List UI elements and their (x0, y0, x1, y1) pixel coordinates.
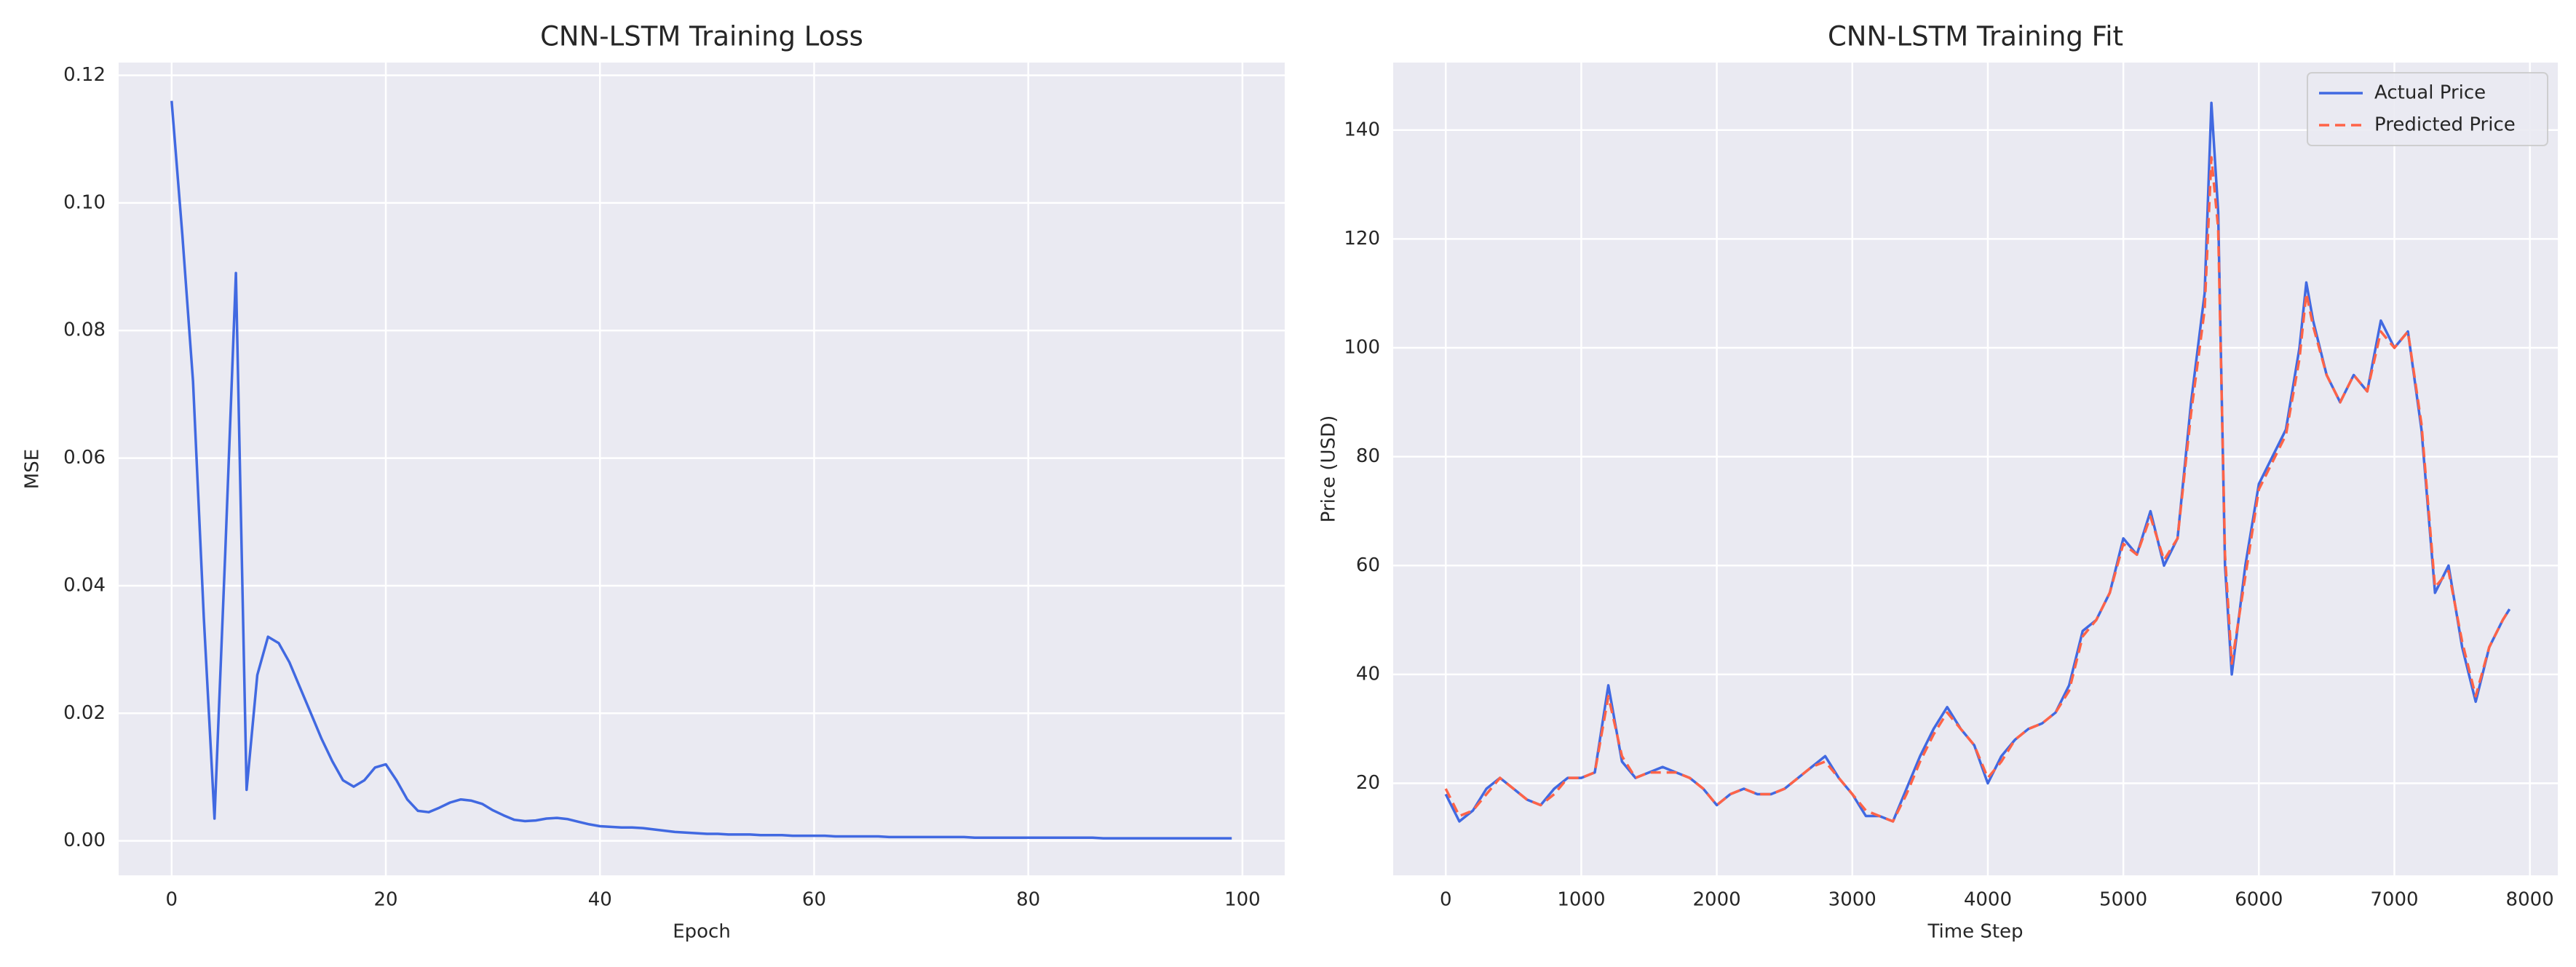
y-tick-label: 120 (1344, 228, 1380, 250)
x-tick-label: 1000 (1557, 889, 1605, 911)
legend-label: Actual Price (2374, 82, 2486, 104)
y-tick-label: 0.08 (63, 319, 106, 341)
plot-lines (1444, 101, 2511, 823)
y-axis-label: MSE (22, 449, 44, 489)
y-tick-label: 40 (1356, 663, 1380, 685)
y-tick-label: 0.10 (63, 191, 106, 213)
line (1444, 156, 2511, 823)
y-tick-label: 0.04 (63, 574, 106, 596)
x-tick-label: 4000 (1964, 889, 2012, 911)
x-axis-label: Time Step (1927, 921, 2023, 943)
y-tick-label: 20 (1356, 772, 1380, 794)
y-tick-label: 0.12 (63, 64, 106, 86)
y-tick-label: 140 (1344, 119, 1380, 140)
x-tick-label: 6000 (2235, 889, 2283, 911)
x-tick-label: 5000 (2099, 889, 2147, 911)
y-axis-label: Price (USD) (1318, 415, 1340, 523)
legend-box (2307, 72, 2548, 146)
legend-label: Predicted Price (2374, 114, 2516, 136)
x-tick-label: 2000 (1693, 889, 1741, 911)
line (170, 100, 1232, 840)
x-tick-label: 80 (1016, 889, 1040, 911)
x-tick-label: 20 (373, 889, 397, 911)
x-tick-label: 100 (1224, 889, 1261, 911)
y-tick-label: 0.06 (63, 447, 106, 469)
y-tick-label: 80 (1356, 445, 1380, 467)
y-tick-label: 0.02 (63, 702, 106, 724)
x-tick-label: 7000 (2370, 889, 2418, 911)
y-tick-label: 0.00 (63, 829, 106, 851)
chart-title: CNN-LSTM Training Loss (540, 21, 863, 52)
x-tick-label: 3000 (1828, 889, 1876, 911)
x-tick-label: 0 (1440, 889, 1452, 911)
x-tick-label: 0 (166, 889, 178, 911)
y-tick-label: 60 (1356, 554, 1380, 576)
chart-title: CNN-LSTM Training Fit (1828, 21, 2123, 52)
plot-area (1393, 63, 2558, 875)
y-tick-label: 100 (1344, 337, 1380, 359)
plot-lines (170, 100, 1232, 840)
x-tick-label: 60 (802, 889, 826, 911)
plot-area (119, 63, 1285, 875)
x-axis-label: Epoch (673, 921, 731, 943)
x-tick-label: 40 (588, 889, 612, 911)
x-tick-label: 8000 (2506, 889, 2554, 911)
